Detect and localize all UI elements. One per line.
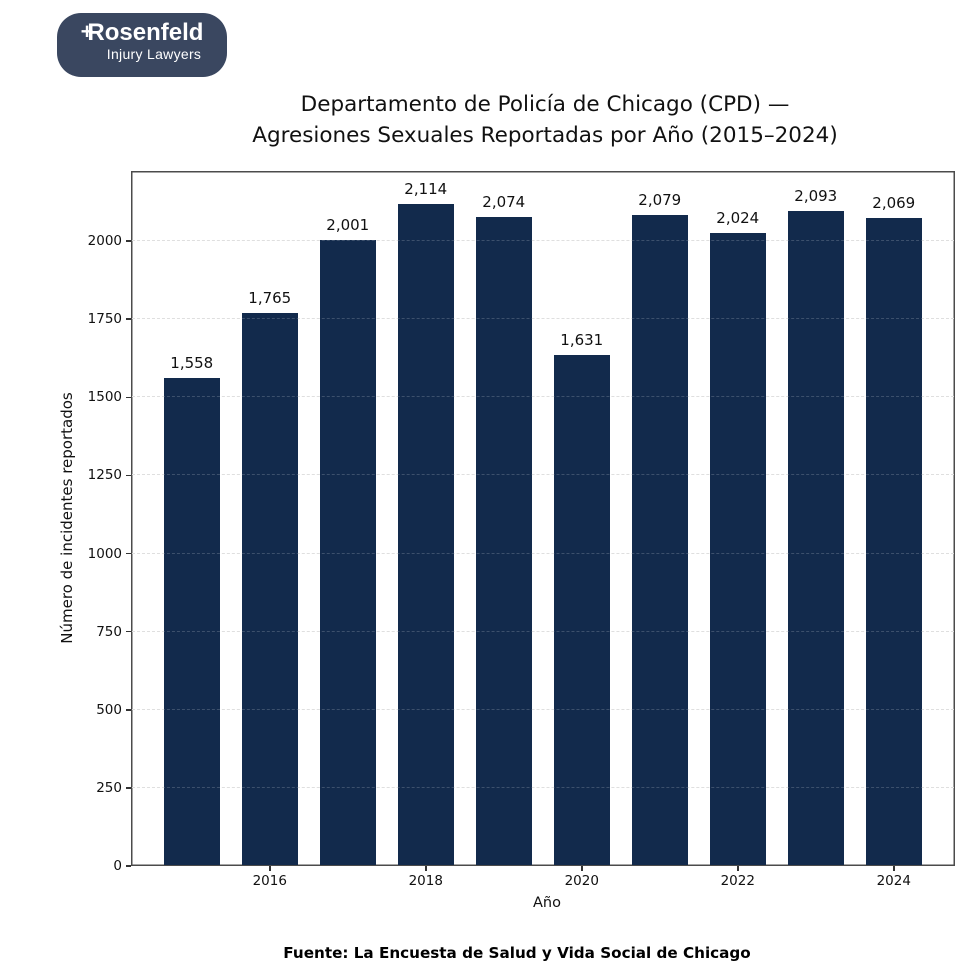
bar-value-label-2016: 1,765: [248, 289, 292, 308]
bar-value-label-2023: 2,093: [794, 186, 838, 205]
bar-2024: [865, 218, 922, 865]
y-tick-label: 1500: [87, 389, 122, 406]
y-tick-label: 250: [96, 779, 122, 796]
bar-2023: [787, 210, 844, 865]
y-tick-mark: [126, 552, 131, 555]
rosenfeld-logo: +Rosenfeld Injury Lawyers: [57, 13, 227, 77]
y-tick-mark: [126, 787, 131, 789]
gridline-overlay: [132, 318, 954, 320]
gridline: [132, 474, 954, 476]
gridline-overlay: [132, 240, 954, 241]
chart-title-line2: Agresiones Sexuales Reportadas por Año (…: [252, 123, 838, 148]
y-tick-label: 0: [113, 858, 122, 874]
logo-brand: +Rosenfeld: [57, 13, 227, 46]
gridline-overlay: [132, 474, 954, 476]
x-tick-label: 2024: [876, 873, 911, 889]
source-caption: Fuente: La Encuesta de Salud y Vida Soci…: [283, 944, 751, 962]
chart-title-line1: Departamento de Policía de Chicago (CPD)…: [300, 92, 790, 117]
gridline: [132, 318, 954, 320]
logo-brand-text: Rosenfeld: [87, 19, 204, 46]
bar-2017: [319, 239, 376, 865]
y-tick-mark: [126, 630, 131, 633]
y-tick-label: 750: [96, 623, 122, 640]
chart-title: Departamento de Policía de Chicago (CPD)…: [252, 89, 838, 151]
bar-value-label-2017: 2,001: [326, 215, 370, 234]
x-tick-mark: [737, 866, 739, 871]
bar-value-label-2018: 2,114: [404, 180, 448, 199]
x-tick-label: 2022: [720, 873, 755, 889]
bar-value-label-2020: 1,631: [560, 331, 604, 350]
y-tick-mark: [126, 318, 131, 320]
bar-2022: [709, 232, 766, 865]
bar-value-label-2019: 2,074: [482, 192, 526, 211]
bar-2019: [475, 216, 532, 865]
plot-area: 1,558 1,765 2,001 2,114 2,074 1,631 2,079 2,024…: [131, 171, 955, 866]
bar-value-label-2022: 2,024: [716, 208, 760, 227]
logo-cross-icon: +: [80, 19, 94, 44]
y-tick-label: 1750: [87, 311, 122, 328]
gridline: [132, 708, 954, 710]
gridline-overlay: [132, 786, 954, 788]
y-tick-mark: [126, 396, 131, 398]
gridline-overlay: [132, 396, 954, 398]
gridline: [132, 240, 954, 241]
bar-2015: [163, 378, 220, 865]
bar-value-label-2015: 1,558: [170, 354, 214, 373]
gridline: [132, 786, 954, 788]
y-tick-mark: [126, 865, 131, 867]
x-tick-label: 2016: [252, 873, 287, 889]
y-tick-mark: [126, 474, 131, 477]
bar-2021: [631, 215, 688, 865]
gridline: [132, 552, 954, 554]
gridline: [132, 630, 954, 632]
y-axis-label: Número de incidentes reportados: [58, 392, 76, 644]
bar-2018: [397, 204, 454, 865]
x-tick-label: 2018: [408, 873, 443, 889]
gridline: [132, 396, 954, 398]
bar-value-label-2021: 2,079: [638, 191, 682, 210]
gridline-overlay: [132, 708, 954, 710]
y-tick-label: 2000: [87, 233, 122, 249]
gridline-overlay: [132, 630, 954, 632]
x-tick-mark: [893, 866, 895, 871]
x-tick-mark: [269, 866, 271, 871]
x-tick-label: 2020: [564, 873, 599, 889]
logo-tagline: Injury Lawyers: [106, 46, 202, 62]
bar-2020: [553, 355, 610, 865]
y-tick-label: 1000: [87, 545, 122, 562]
y-tick-label: 1250: [87, 467, 122, 484]
y-tick-mark: [126, 709, 131, 711]
bar-2016: [241, 313, 298, 865]
x-tick-mark: [425, 866, 427, 871]
y-tick-mark: [126, 240, 131, 242]
y-tick-label: 500: [96, 701, 122, 718]
bar-value-label-2024: 2,069: [872, 194, 916, 213]
x-tick-mark: [581, 866, 583, 871]
gridline-overlay: [132, 552, 954, 554]
x-axis-label: Año: [533, 895, 561, 911]
